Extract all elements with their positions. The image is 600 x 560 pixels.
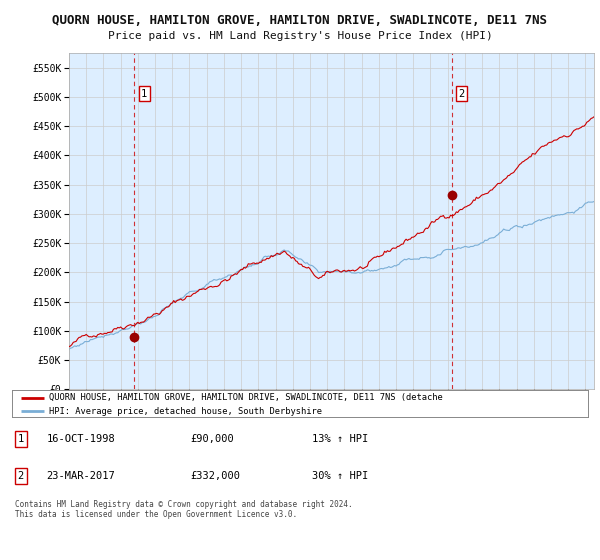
Text: 2: 2 bbox=[458, 88, 465, 99]
Text: 23-MAR-2017: 23-MAR-2017 bbox=[47, 471, 115, 481]
Text: QUORN HOUSE, HAMILTON GROVE, HAMILTON DRIVE, SWADLINCOTE, DE11 7NS: QUORN HOUSE, HAMILTON GROVE, HAMILTON DR… bbox=[53, 14, 548, 27]
Text: HPI: Average price, detached house, South Derbyshire: HPI: Average price, detached house, Sout… bbox=[49, 407, 322, 416]
Text: 16-OCT-1998: 16-OCT-1998 bbox=[47, 434, 115, 444]
Text: 30% ↑ HPI: 30% ↑ HPI bbox=[311, 471, 368, 481]
Text: £332,000: £332,000 bbox=[191, 471, 241, 481]
Text: Contains HM Land Registry data © Crown copyright and database right 2024.
This d: Contains HM Land Registry data © Crown c… bbox=[15, 500, 353, 519]
Text: £90,000: £90,000 bbox=[191, 434, 235, 444]
Text: 2: 2 bbox=[17, 471, 24, 481]
Text: Price paid vs. HM Land Registry's House Price Index (HPI): Price paid vs. HM Land Registry's House … bbox=[107, 31, 493, 41]
Text: 1: 1 bbox=[141, 88, 148, 99]
Text: 1: 1 bbox=[17, 434, 24, 444]
Text: QUORN HOUSE, HAMILTON GROVE, HAMILTON DRIVE, SWADLINCOTE, DE11 7NS (detache: QUORN HOUSE, HAMILTON GROVE, HAMILTON DR… bbox=[49, 393, 443, 402]
Text: 13% ↑ HPI: 13% ↑ HPI bbox=[311, 434, 368, 444]
